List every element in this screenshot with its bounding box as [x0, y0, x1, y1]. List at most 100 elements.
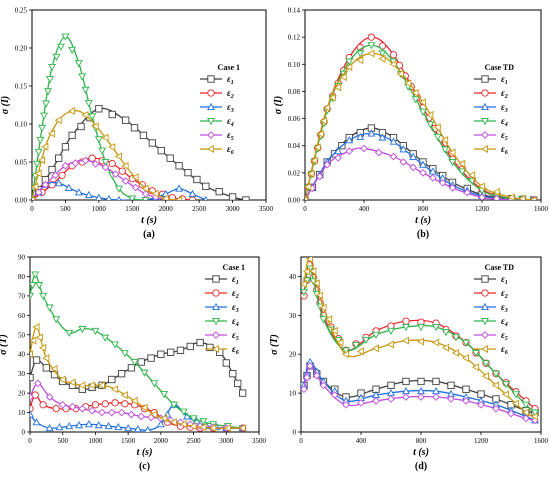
data-point-marker	[88, 113, 97, 121]
data-point-marker	[147, 354, 155, 362]
data-point-marker	[242, 196, 250, 200]
data-point-marker	[58, 375, 66, 384]
data-point-marker	[84, 420, 93, 428]
data-point-marker	[203, 195, 209, 200]
data-point-marker	[68, 402, 77, 411]
y-tick-label: 30	[289, 312, 297, 320]
legend-entry-label: ε6	[227, 144, 234, 156]
legend-entry-label: ε1	[227, 74, 234, 86]
data-point-marker	[95, 193, 103, 200]
data-point-marker	[47, 129, 56, 138]
data-point-marker	[54, 179, 63, 187]
data-point-marker	[389, 60, 397, 69]
data-point-marker	[409, 163, 418, 172]
data-point-marker	[341, 350, 350, 359]
data-point-marker	[176, 346, 185, 354]
series-line	[305, 36, 534, 200]
data-point-marker	[501, 390, 510, 399]
data-point-marker	[41, 142, 49, 151]
data-point-marker	[167, 348, 175, 356]
data-point-marker	[179, 420, 187, 429]
data-point-marker	[33, 160, 41, 169]
data-point-marker	[234, 379, 242, 388]
data-point-marker	[402, 377, 410, 386]
data-point-marker	[131, 173, 139, 182]
data-point-marker	[432, 393, 440, 401]
data-point-marker	[35, 333, 43, 342]
data-point-marker	[389, 152, 398, 161]
plot-area	[30, 271, 247, 432]
data-point-marker	[68, 131, 76, 140]
data-point-marker	[418, 98, 427, 107]
data-point-marker	[478, 193, 486, 200]
data-point-marker	[65, 422, 74, 430]
data-point-marker	[141, 190, 150, 198]
data-point-marker	[367, 49, 375, 58]
data-point-marker	[39, 401, 47, 409]
y-axis-label: σ (I)	[0, 96, 11, 114]
x-tick-label: 3000	[226, 205, 241, 213]
data-point-marker	[110, 385, 119, 394]
y-tick-label: 10	[18, 409, 26, 417]
data-point-marker	[91, 401, 100, 409]
plot-frame	[31, 9, 267, 201]
y-tick-label: 0.04	[288, 142, 301, 150]
data-point-marker	[114, 152, 122, 161]
data-point-marker	[84, 190, 93, 199]
y-axis-label: σ (T)	[269, 334, 280, 355]
data-point-marker	[529, 196, 537, 200]
data-point-marker	[32, 196, 36, 200]
data-point-marker	[419, 169, 427, 177]
data-point-marker	[52, 405, 60, 413]
data-point-marker	[52, 316, 61, 324]
data-point-marker	[477, 182, 486, 191]
legend-entry-label: ε6	[501, 344, 508, 356]
data-point-marker	[367, 129, 376, 137]
data-point-marker	[156, 420, 165, 428]
legend-swatch-marker	[212, 302, 220, 311]
data-point-marker	[447, 395, 455, 403]
series-ε4	[301, 265, 539, 417]
legend-entry-label: ε6	[501, 144, 508, 156]
data-point-marker	[107, 408, 116, 417]
data-point-marker	[492, 187, 500, 196]
data-point-marker	[74, 188, 83, 196]
data-point-marker	[323, 160, 331, 169]
legend-swatch-marker	[481, 302, 489, 311]
y-tick-label: 0	[22, 429, 26, 437]
data-point-marker	[36, 136, 45, 144]
data-point-marker	[130, 124, 139, 132]
data-point-marker	[30, 373, 34, 382]
y-tick-label: 0.00	[15, 197, 28, 205]
data-point-marker	[31, 391, 39, 399]
data-point-marker	[38, 124, 46, 132]
data-point-marker	[302, 267, 311, 276]
data-point-marker	[64, 183, 73, 191]
panel-caption: (a)	[143, 229, 155, 240]
data-point-marker	[426, 110, 434, 119]
data-point-marker	[378, 54, 386, 63]
legend-entry-label: ε2	[232, 288, 239, 300]
y-tick-label: 0.10	[15, 121, 28, 129]
data-point-marker	[316, 130, 324, 139]
data-point-marker	[34, 379, 42, 388]
data-point-marker	[111, 170, 120, 178]
data-point-marker	[61, 143, 70, 151]
data-point-marker	[307, 169, 315, 178]
x-tick-label: 400	[359, 205, 370, 213]
data-point-marker	[127, 364, 136, 372]
data-point-marker	[94, 136, 103, 144]
series-ε1	[32, 105, 250, 200]
data-point-marker	[441, 343, 450, 352]
data-point-marker	[452, 334, 460, 342]
data-point-marker	[522, 414, 530, 423]
data-point-marker	[507, 409, 515, 418]
data-point-marker	[356, 347, 365, 356]
data-point-marker	[32, 418, 41, 426]
data-point-marker	[193, 175, 201, 184]
y-tick-label: 40	[289, 273, 297, 281]
y-tick-label: 50	[18, 331, 26, 339]
data-point-marker	[386, 340, 395, 349]
data-point-marker	[433, 133, 442, 142]
